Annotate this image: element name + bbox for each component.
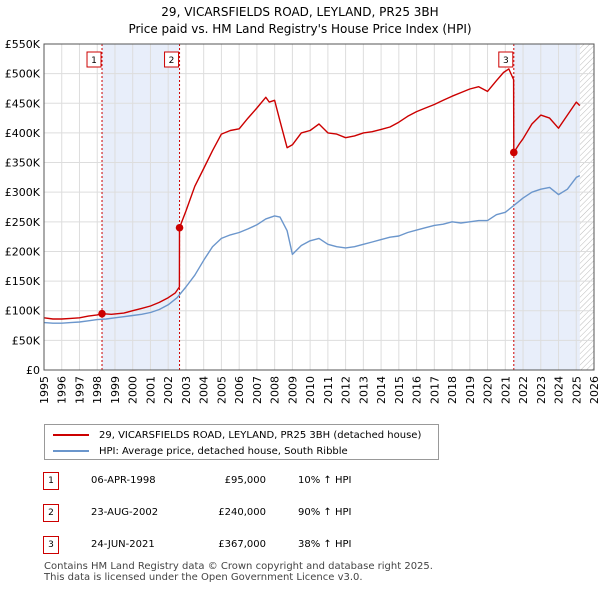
sale-price: £367,000 [218, 539, 266, 550]
x-tick-label: 2002 [162, 376, 175, 404]
sale-label-box [498, 51, 514, 68]
chart-title-line1: 29, VICARSFIELDS ROAD, LEYLAND, PR25 3BH [161, 5, 438, 19]
footer: Contains HM Land Registry data © Crown c… [44, 561, 433, 583]
x-tick-label: 2020 [482, 376, 495, 404]
x-tick-label: 2024 [553, 376, 566, 404]
sale-number-badge: 3 [43, 536, 59, 554]
x-tick-label: 2010 [304, 376, 317, 404]
x-tick-label: 2019 [464, 376, 477, 404]
x-tick-label: 2023 [535, 376, 548, 404]
sale-date: 24-JUN-2021 [91, 539, 155, 550]
sale-row: 3 24-JUN-2021 £367,000 38% ↑ HPI [0, 534, 600, 556]
x-tick-label: 2007 [251, 376, 264, 404]
y-tick-label: £450K [5, 97, 41, 110]
x-tick-label: 2021 [499, 376, 512, 404]
y-tick-label: £400K [5, 127, 41, 140]
forecast-hatch [579, 44, 594, 370]
legend: 29, VICARSFIELDS ROAD, LEYLAND, PR25 3BH… [44, 424, 439, 460]
sale-row: 2 23-AUG-2002 £240,000 90% ↑ HPI [0, 502, 600, 524]
y-tick-label: £100K [5, 305, 41, 318]
sale-price: £95,000 [224, 475, 266, 486]
x-tick-label: 2001 [144, 376, 157, 404]
x-tick-label: 1997 [73, 376, 86, 404]
sale-label-number: 3 [503, 56, 509, 66]
sale-date: 23-AUG-2002 [91, 507, 159, 518]
x-tick-label: 2000 [127, 376, 140, 404]
price-chart: 29, VICARSFIELDS ROAD, LEYLAND, PR25 3BH… [5, 5, 600, 404]
y-tick-label: £500K [5, 68, 41, 81]
x-tick-label: 2016 [411, 376, 424, 404]
x-tick-label: 2026 [588, 376, 600, 404]
y-tick-label: £50K [12, 334, 41, 347]
x-tick-label: 2012 [340, 376, 353, 404]
x-tick-label: 2017 [428, 376, 441, 404]
x-tick-label: 2018 [446, 376, 459, 404]
sale-number-badge: 2 [43, 504, 59, 522]
x-tick-label: 2013 [357, 376, 370, 404]
sale-label-number: 2 [169, 56, 175, 66]
y-tick-label: £150K [5, 275, 41, 288]
x-tick-label: 1995 [38, 376, 51, 404]
y-tick-label: £300K [5, 186, 41, 199]
footer-licence: This data is licensed under the Open Gov… [44, 572, 363, 583]
sale-label-box [164, 51, 180, 68]
x-tick-label: 1996 [56, 376, 69, 404]
hpi-line [44, 174, 581, 324]
sale-point [510, 148, 518, 157]
y-tick-label: £200K [5, 245, 41, 258]
sale-label-box [86, 51, 102, 68]
x-tick-label: 1999 [109, 376, 122, 404]
x-tick-label: 2015 [393, 376, 406, 404]
legend-label-property: 29, VICARSFIELDS ROAD, LEYLAND, PR25 3BH… [99, 429, 422, 441]
x-tick-label: 2003 [180, 376, 193, 404]
sale-hpi-change: 38% ↑ HPI [298, 539, 352, 550]
x-tick-label: 2009 [286, 376, 299, 404]
x-tick-label: 2014 [375, 376, 388, 404]
x-tick-label: 2025 [570, 376, 583, 404]
property-price-line [44, 68, 581, 320]
legend-item-property: 29, VICARSFIELDS ROAD, LEYLAND, PR25 3BH… [53, 427, 421, 443]
sale-row: 1 06-APR-1998 £95,000 10% ↑ HPI [0, 470, 600, 492]
x-tick-label: 2022 [517, 376, 530, 404]
x-tick-label: 2008 [269, 376, 282, 404]
sale-hpi-change: 10% ↑ HPI [298, 475, 352, 486]
sale-date: 06-APR-1998 [91, 475, 156, 486]
x-tick-label: 1998 [91, 376, 104, 404]
sale-price: £240,000 [218, 507, 266, 518]
x-tick-label: 2004 [198, 376, 211, 404]
footer-copyright: Contains HM Land Registry data © Crown c… [44, 561, 433, 572]
chart-title-line2: Price paid vs. HM Land Registry's House … [128, 22, 471, 36]
y-tick-label: £0 [26, 364, 40, 377]
ownership-shade [513, 44, 580, 370]
sale-hpi-change: 90% ↑ HPI [298, 507, 352, 518]
sale-label-number: 1 [91, 56, 97, 66]
x-tick-label: 2006 [233, 376, 246, 404]
legend-item-hpi: HPI: Average price, detached house, Sout… [53, 443, 348, 459]
sale-number-badge: 1 [43, 472, 59, 490]
x-tick-label: 2005 [215, 376, 228, 404]
y-tick-label: £550K [5, 38, 41, 51]
y-tick-label: £350K [5, 157, 41, 170]
plot-border [43, 43, 595, 371]
legend-swatch-property [53, 434, 89, 436]
x-tick-label: 2011 [322, 376, 335, 404]
sale-point [98, 309, 106, 318]
legend-label-hpi: HPI: Average price, detached house, Sout… [99, 445, 348, 457]
y-tick-label: £250K [5, 216, 41, 229]
sale-point [175, 223, 184, 232]
legend-swatch-hpi [53, 450, 89, 452]
